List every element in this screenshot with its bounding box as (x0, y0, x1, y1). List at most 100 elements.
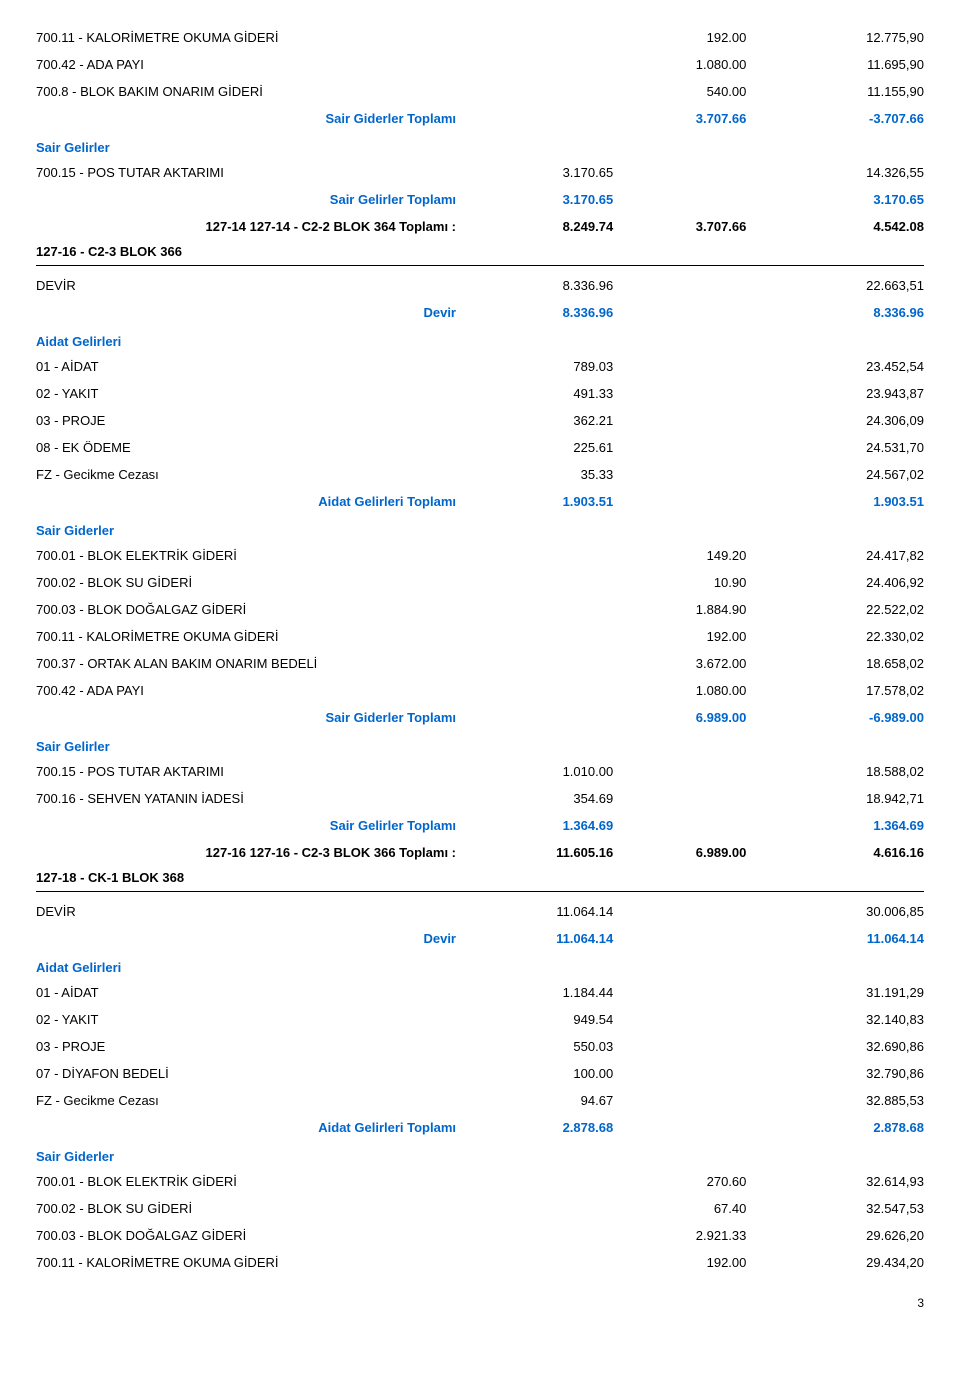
row-label: 700.11 - KALORİMETRE OKUMA GİDERİ (36, 1255, 480, 1270)
row-label: 700.42 - ADA PAYI (36, 57, 480, 72)
summary-c: 2.878.68 (746, 1120, 924, 1135)
row-a: 3.170.65 (480, 165, 613, 180)
data-row: 07 - DİYAFON BEDELİ100.0032.790,86 (36, 1060, 924, 1087)
summary-label: Sair Giderler Toplamı (36, 710, 480, 725)
summary-b: 6.989.00 (613, 710, 746, 725)
row-b: 3.672.00 (613, 656, 746, 671)
summary-row: Sair Gelirler Toplamı 3.170.65 3.170.65 (36, 186, 924, 213)
data-row: 700.02 - BLOK SU GİDERİ10.9024.406,92 (36, 569, 924, 596)
total-a: 8.249.74 (480, 219, 613, 234)
row-label: 01 - AİDAT (36, 985, 480, 1000)
summary-c: 1.903.51 (746, 494, 924, 509)
row-c: 24.417,82 (746, 548, 924, 563)
row-b: 1.080.00 (613, 57, 746, 72)
row-a: 354.69 (480, 791, 613, 806)
summary-c: 3.170.65 (746, 192, 924, 207)
summary-row: Devir 11.064.14 11.064.14 (36, 925, 924, 952)
row-label: 700.42 - ADA PAYI (36, 683, 480, 698)
row-b: 149.20 (613, 548, 746, 563)
row-b: 1.080.00 (613, 683, 746, 698)
data-row: 700.15 - POS TUTAR AKTARIMI 3.170.65 14.… (36, 159, 924, 186)
row-label: 700.11 - KALORİMETRE OKUMA GİDERİ (36, 629, 480, 644)
row-b: 192.00 (613, 629, 746, 644)
summary-label: Aidat Gelirleri Toplamı (36, 1120, 480, 1135)
row-label: 700.01 - BLOK ELEKTRİK GİDERİ (36, 548, 480, 563)
summary-row: Sair Giderler Toplamı 6.989.00 -6.989.00 (36, 704, 924, 731)
row-c: 12.775,90 (746, 30, 924, 45)
row-c: 32.614,93 (746, 1174, 924, 1189)
row-label: 03 - PROJE (36, 413, 480, 428)
data-row: 700.11 - KALORİMETRE OKUMA GİDERİ 192.001… (36, 24, 924, 51)
row-label: FZ - Gecikme Cezası (36, 1093, 480, 1108)
row-a: 491.33 (480, 386, 613, 401)
row-b: 540.00 (613, 84, 746, 99)
total-c: 4.616.16 (746, 845, 924, 860)
row-label: 700.11 - KALORİMETRE OKUMA GİDERİ (36, 30, 480, 45)
row-a: 11.064.14 (480, 904, 613, 919)
row-a: 94.67 (480, 1093, 613, 1108)
row-label: DEVİR (36, 278, 480, 293)
row-c: 18.658,02 (746, 656, 924, 671)
row-a: 1.010.00 (480, 764, 613, 779)
row-c: 30.006,85 (746, 904, 924, 919)
row-c: 23.943,87 (746, 386, 924, 401)
row-b: 192.00 (613, 30, 746, 45)
section-sair-giderler: Sair Giderler (36, 1141, 924, 1168)
data-row: FZ - Gecikme Cezası35.3324.567,02 (36, 461, 924, 488)
section-aidat: Aidat Gelirleri (36, 326, 924, 353)
row-label: 700.8 - BLOK BAKIM ONARIM GİDERİ (36, 84, 480, 99)
summary-label: Aidat Gelirleri Toplamı (36, 494, 480, 509)
data-row: 700.16 - SEHVEN YATANIN İADESİ354.6918.9… (36, 785, 924, 812)
section-aidat: Aidat Gelirleri (36, 952, 924, 979)
summary-a: 3.170.65 (480, 192, 613, 207)
row-label: 08 - EK ÖDEME (36, 440, 480, 455)
row-c: 11.155,90 (746, 84, 924, 99)
total-label: 127-16 127-16 - C2-3 BLOK 366 Toplamı : (36, 845, 480, 860)
data-row: 700.02 - BLOK SU GİDERİ67.4032.547,53 (36, 1195, 924, 1222)
summary-c: 1.364.69 (746, 818, 924, 833)
summary-label: Devir (36, 931, 480, 946)
page-number: 3 (36, 1276, 924, 1310)
data-row: 700.03 - BLOK DOĞALGAZ GİDERİ1.884.9022.… (36, 596, 924, 623)
summary-row: Aidat Gelirleri Toplamı 1.903.51 1.903.5… (36, 488, 924, 515)
row-c: 32.790,86 (746, 1066, 924, 1081)
row-label: 02 - YAKIT (36, 386, 480, 401)
row-c: 29.434,20 (746, 1255, 924, 1270)
row-a: 362.21 (480, 413, 613, 428)
total-b: 6.989.00 (613, 845, 746, 860)
data-row: 700.11 - KALORİMETRE OKUMA GİDERİ192.002… (36, 1249, 924, 1276)
summary-a: 1.364.69 (480, 818, 613, 833)
row-label: 07 - DİYAFON BEDELİ (36, 1066, 480, 1081)
data-row: 700.42 - ADA PAYI1.080.0011.695,90 (36, 51, 924, 78)
row-c: 24.306,09 (746, 413, 924, 428)
data-row: 01 - AİDAT1.184.4431.191,29 (36, 979, 924, 1006)
row-c: 32.885,53 (746, 1093, 924, 1108)
row-label: 700.15 - POS TUTAR AKTARIMI (36, 165, 480, 180)
row-c: 22.330,02 (746, 629, 924, 644)
section-sair-gelirler: Sair Gelirler (36, 731, 924, 758)
row-c: 29.626,20 (746, 1228, 924, 1243)
row-c: 24.531,70 (746, 440, 924, 455)
row-a: 789.03 (480, 359, 613, 374)
data-row: 700.15 - POS TUTAR AKTARIMI1.010.0018.58… (36, 758, 924, 785)
data-row: 02 - YAKIT949.5432.140,83 (36, 1006, 924, 1033)
row-c: 31.191,29 (746, 985, 924, 1000)
data-row: 700.11 - KALORİMETRE OKUMA GİDERİ 192.002… (36, 623, 924, 650)
row-b: 270.60 (613, 1174, 746, 1189)
row-c: 22.663,51 (746, 278, 924, 293)
summary-b: 3.707.66 (613, 111, 746, 126)
summary-label: Devir (36, 305, 480, 320)
summary-label: Sair Gelirler Toplamı (36, 818, 480, 833)
row-b: 1.884.90 (613, 602, 746, 617)
row-b: 67.40 (613, 1201, 746, 1216)
row-label: 700.15 - POS TUTAR AKTARIMI (36, 764, 480, 779)
summary-row: Devir 8.336.96 8.336.96 (36, 299, 924, 326)
row-label: 03 - PROJE (36, 1039, 480, 1054)
total-a: 11.605.16 (480, 845, 613, 860)
row-c: 32.690,86 (746, 1039, 924, 1054)
data-row: FZ - Gecikme Cezası94.67 32.885,53 (36, 1087, 924, 1114)
data-row: 03 - PROJE550.0332.690,86 (36, 1033, 924, 1060)
row-label: 700.01 - BLOK ELEKTRİK GİDERİ (36, 1174, 480, 1189)
summary-row: Sair Gelirler Toplamı 1.364.69 1.364.69 (36, 812, 924, 839)
block-header: 127-18 - CK-1 BLOK 368 (36, 866, 924, 889)
